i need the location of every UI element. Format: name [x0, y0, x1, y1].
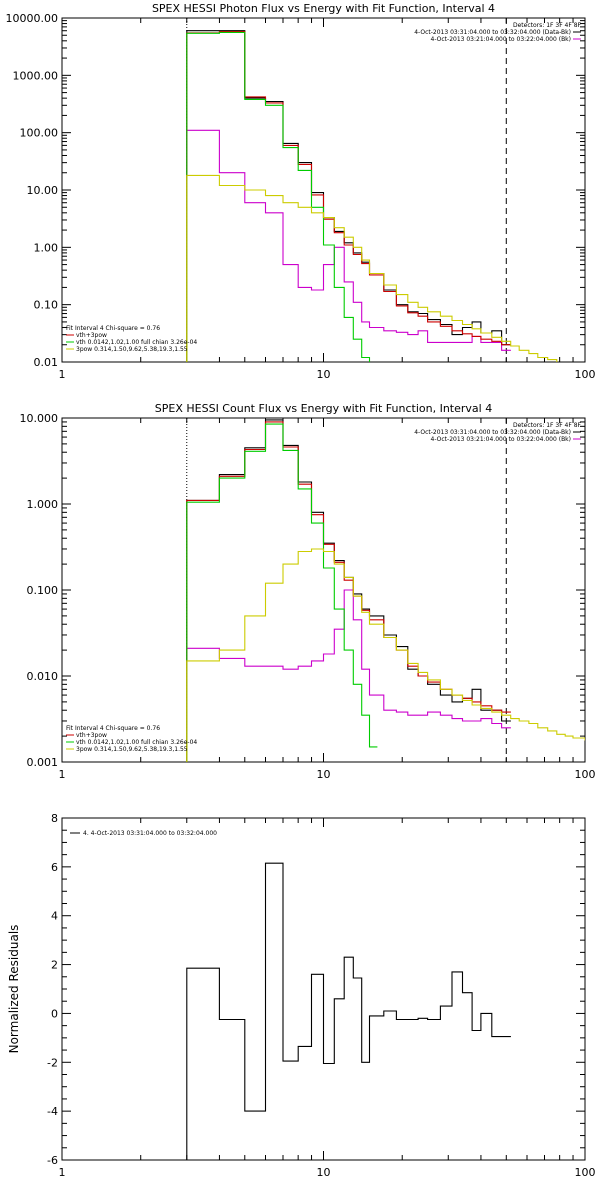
y-tick-label: 1.000	[27, 498, 59, 511]
legend-header: Detectors: 1F 3F 4F 8F	[513, 422, 582, 429]
x-tick-label: 1	[59, 768, 66, 781]
legend-header: Fit Interval 4 Chi-square = 0.76	[66, 325, 160, 332]
x-tick-label: 10	[317, 368, 331, 381]
series-data	[186, 30, 511, 362]
x-tick-label: 10	[317, 768, 331, 781]
y-tick-label: -4	[47, 1105, 58, 1118]
legend-entry: 3pow 0.314,1.50,9.62,5.38,19.3,1.55	[76, 346, 188, 353]
series-pow3	[186, 174, 558, 362]
y-tick-label: 2	[51, 959, 58, 972]
y-tick-label: 1000.00	[13, 69, 59, 82]
legend-entry: vth+3pow	[76, 732, 107, 739]
legend-entry: vth 0.0142,1.02,1.00 full chian 3.26e-04	[76, 739, 197, 746]
y-tick-label: -6	[47, 1154, 58, 1167]
y-tick-label: 100.00	[20, 127, 59, 140]
series-pow3	[186, 548, 585, 762]
series-vth	[186, 423, 378, 762]
series-vth_3pow	[186, 421, 511, 762]
series-residuals	[186, 862, 511, 1160]
legend-entry: 4-Oct-2013 03:31:04.000 to 03:32:04.000 …	[414, 429, 571, 436]
series-vth_3pow	[186, 31, 511, 362]
legend-entry: 4-Oct-2013 03:21:04.000 to 03:22:04.000 …	[431, 436, 572, 443]
legend-top-right: Detectors: 1F 3F 4F 8F4-Oct-2013 03:31:0…	[414, 22, 581, 43]
y-tick-label: 10000.00	[6, 12, 59, 25]
series-vth	[186, 31, 371, 362]
legend-entry: 4-Oct-2013 03:21:04.000 to 03:22:04.000 …	[431, 36, 572, 43]
y-tick-label: 0.100	[27, 584, 59, 597]
y-tick-label: 4	[51, 910, 58, 923]
x-tick-label: 100	[575, 368, 596, 381]
y-axis: 0.01 0.10 1.00 10.00 100.00 1000.00 10000.00	[6, 12, 585, 369]
y-axis: -6 -4 -2 0 2 4 6 8	[47, 812, 585, 1167]
legend-entry: 3pow 0.314,1.50,9.62,5.38,19.3,1.55	[76, 746, 188, 753]
y-tick-label: 0.001	[27, 756, 59, 769]
legend-header: Detectors: 1F 3F 4F 8F	[513, 22, 582, 29]
legend-entry: 4. 4-Oct-2013 03:31:04.000 to 03:32:04.0…	[83, 830, 217, 837]
y-tick-label: -2	[47, 1056, 58, 1069]
legend-bottom-left: Fit Interval 4 Chi-square = 0.76vth+3pow…	[66, 325, 197, 353]
series-data	[186, 419, 511, 762]
y-tick-label: 10.00	[27, 184, 59, 197]
y-tick-label: 6	[51, 861, 58, 874]
legend-entry: 4-Oct-2013 03:31:04.000 to 03:32:04.000 …	[414, 29, 571, 36]
x-tick-label: 100	[575, 1166, 596, 1179]
chart-panel-2: SPEX HESSI Count Flux vs Energy with Fit…	[20, 402, 596, 781]
y-tick-label: 1.00	[34, 241, 59, 254]
y-tick-label: 0.01	[34, 356, 59, 369]
x-tick-label: 1	[59, 1166, 66, 1179]
x-tick-label: 1	[59, 368, 66, 381]
chart-title: SPEX HESSI Count Flux vs Energy with Fit…	[155, 402, 492, 415]
legend-entry: vth 0.0142,1.02,1.00 full chian 3.26e-04	[76, 339, 197, 346]
series-group	[186, 30, 558, 362]
chart-panel-1: SPEX HESSI Photon Flux vs Energy with Fi…	[6, 2, 596, 381]
chart-title: SPEX HESSI Photon Flux vs Energy with Fi…	[152, 2, 495, 15]
x-tick-label: 10	[317, 1166, 331, 1179]
y-tick-label: 0.10	[34, 299, 59, 312]
chart-panel-3: 1 10 100 -6 -4 -2 0 2 4 6 8 Normalized Residuals 4. …	[7, 812, 596, 1179]
series-group	[186, 419, 585, 762]
legend-header: Fit Interval 4 Chi-square = 0.76	[66, 725, 160, 732]
y-tick-label: 0.010	[27, 670, 59, 683]
y-tick-label: 10.000	[20, 412, 59, 425]
y-axis-label: Normalized Residuals	[7, 925, 21, 1054]
y-axis: 0.001 0.010 0.100 1.000 10.000	[20, 412, 585, 769]
series-group	[186, 862, 511, 1160]
x-tick-label: 100	[575, 768, 596, 781]
legend-top-right: Detectors: 1F 3F 4F 8F4-Oct-2013 03:31:0…	[414, 422, 581, 443]
y-tick-label: 0	[51, 1007, 58, 1020]
legend-entry: vth+3pow	[76, 332, 107, 339]
series-bk	[186, 589, 511, 762]
series-bk	[186, 129, 511, 362]
x-axis: 1 10 100	[59, 818, 596, 1179]
y-tick-label: 8	[51, 812, 58, 825]
legend-top-left: 4. 4-Oct-2013 03:31:04.000 to 03:32:04.0…	[70, 830, 217, 837]
legend-bottom-left: Fit Interval 4 Chi-square = 0.76vth+3pow…	[66, 725, 197, 753]
x-axis: 1 10 100	[59, 18, 596, 381]
